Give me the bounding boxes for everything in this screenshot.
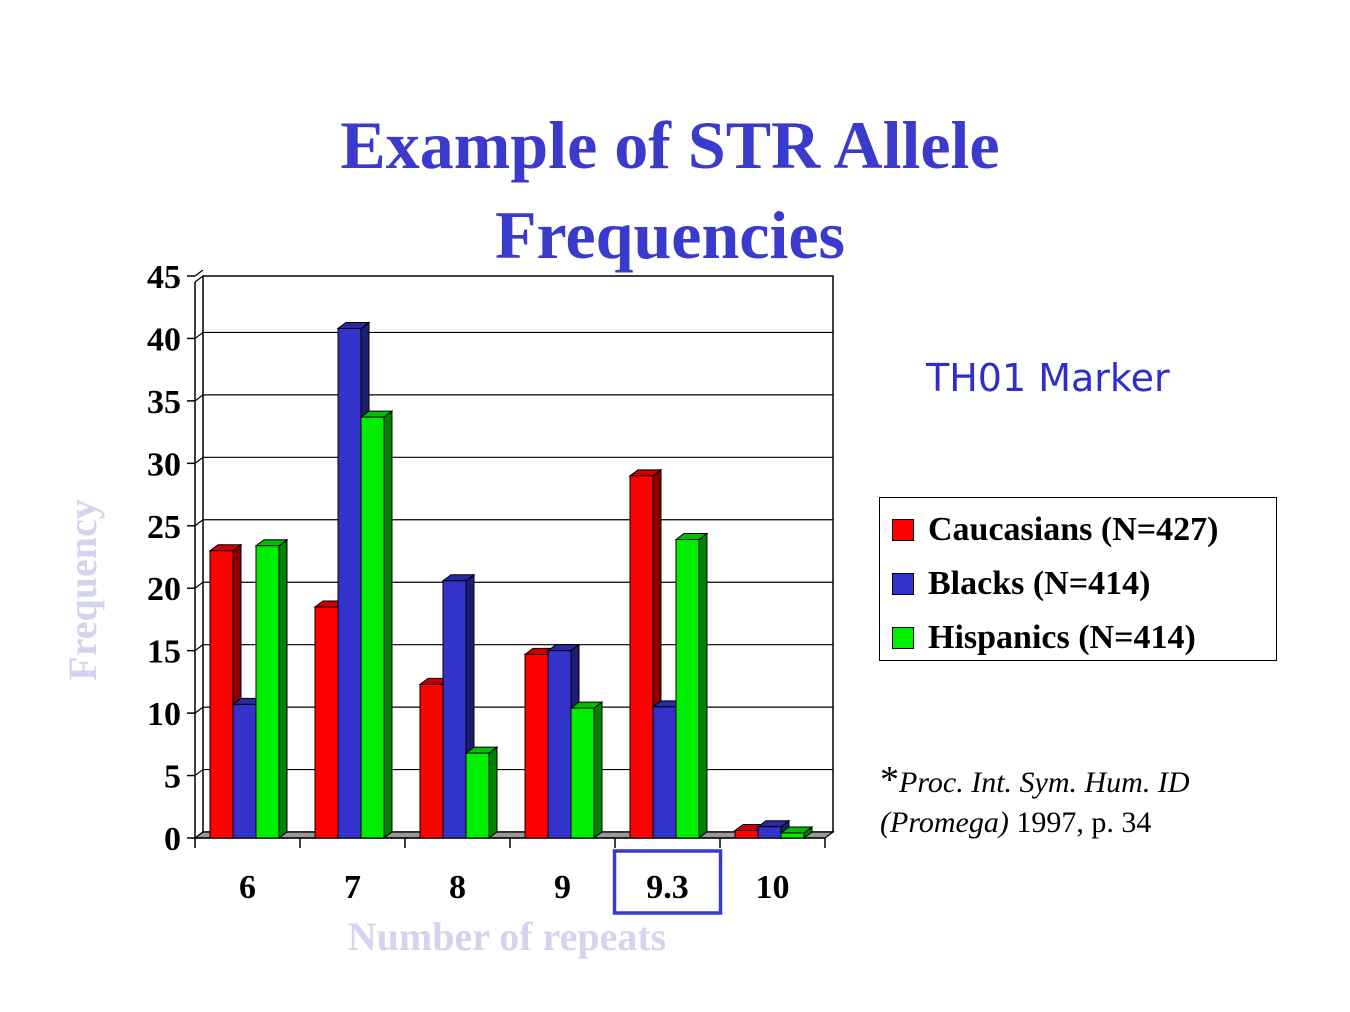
legend-label-caucasians: Caucasians (N=427) — [928, 511, 1219, 548]
x-tick-label: 6 — [239, 869, 256, 906]
bar-caucasians-9 — [524, 653, 549, 839]
legend-item-hispanics: Hispanics (N=414) — [892, 618, 1196, 658]
citation-asterisk: * — [880, 759, 899, 801]
bar-caucasians-9.3 — [629, 475, 654, 839]
y-axis-title: Frequency — [60, 499, 105, 680]
x-tick-label: 9 — [554, 869, 571, 906]
y-tick-label: 30 — [147, 446, 181, 483]
bar-hispanics-7 — [360, 416, 385, 839]
y-tick-label: 20 — [147, 571, 181, 608]
x-tick-label: 7 — [344, 869, 361, 906]
legend-swatch-hispanics — [892, 627, 914, 649]
bar-blacks-6 — [232, 703, 257, 839]
bar-side — [593, 701, 603, 839]
plot-wall-corner — [194, 275, 204, 283]
bar-caucasians-6 — [209, 550, 234, 839]
y-tick-label: 15 — [147, 634, 181, 671]
legend-item-caucasians: Caucasians (N=427) — [892, 510, 1218, 550]
legend-label-hispanics: Hispanics (N=414) — [928, 619, 1196, 656]
bar-hispanics-10 — [780, 832, 805, 839]
gridline-side — [194, 331, 204, 339]
gridline-side — [194, 269, 204, 277]
gridline-side — [194, 644, 204, 652]
legend-item-blacks: Blacks (N=414) — [892, 564, 1150, 604]
y-tick-label: 25 — [147, 509, 181, 546]
marker-label: TH01 Marker — [926, 356, 1170, 400]
x-tick-label: 9.3 — [646, 869, 689, 906]
citation-journal: Proc. Int. Sym. Hum. ID — [899, 766, 1190, 799]
gridline-side — [194, 706, 204, 714]
bar-side — [698, 532, 708, 839]
bar-hispanics-8 — [465, 752, 490, 839]
title-line-1: Example of STR Allele — [340, 107, 1000, 183]
gridline-side — [194, 581, 204, 589]
gridline-side — [194, 394, 204, 402]
x-axis-title: Number of repeats — [348, 914, 666, 959]
y-tick-label: 45 — [147, 259, 181, 296]
chart-legend: Caucasians (N=427) Blacks (N=414) Hispan… — [879, 497, 1277, 661]
title-line-2: Frequencies — [494, 197, 846, 273]
y-tick-label: 10 — [147, 696, 181, 733]
citation-year-page: 1997, p. 34 — [1008, 806, 1152, 839]
y-tick-label: 5 — [164, 759, 181, 796]
legend-swatch-blacks — [892, 573, 914, 595]
bar-side — [488, 746, 498, 839]
legend-label-blacks: Blacks (N=414) — [928, 565, 1151, 602]
bar-blacks-10 — [757, 826, 782, 839]
citation-publisher: (Promega) — [880, 806, 1009, 839]
x-tick-label: 10 — [756, 869, 790, 906]
highlight-box — [612, 849, 723, 915]
bar-caucasians-10 — [734, 830, 759, 839]
bar-caucasians-8 — [419, 683, 444, 839]
bar-blacks-7 — [337, 327, 362, 839]
plot-back-wall — [202, 275, 834, 833]
slide-title: Example of STR Allele Frequencies — [0, 100, 1340, 280]
legend-swatch-caucasians — [892, 519, 914, 541]
bar-blacks-8 — [442, 580, 467, 839]
bar-hispanics-6 — [255, 545, 280, 839]
bar-blacks-9.3 — [652, 706, 677, 839]
bar-side — [383, 410, 393, 839]
citation: *Proc. Int. Sym. Hum. ID (Promega) 1997,… — [880, 760, 1320, 843]
bar-hispanics-9.3 — [675, 539, 700, 839]
bar-side — [278, 538, 288, 839]
bar-hispanics-9 — [570, 707, 595, 839]
y-tick-label: 0 — [164, 821, 181, 858]
x-tick-label: 8 — [449, 869, 466, 906]
gridline-side — [194, 769, 204, 777]
gridline-side — [194, 456, 204, 464]
bar-caucasians-7 — [314, 606, 339, 839]
y-tick-label: 35 — [147, 384, 181, 421]
bar-blacks-9 — [547, 650, 572, 839]
y-tick-label: 40 — [147, 321, 181, 358]
gridline-side — [194, 519, 204, 527]
